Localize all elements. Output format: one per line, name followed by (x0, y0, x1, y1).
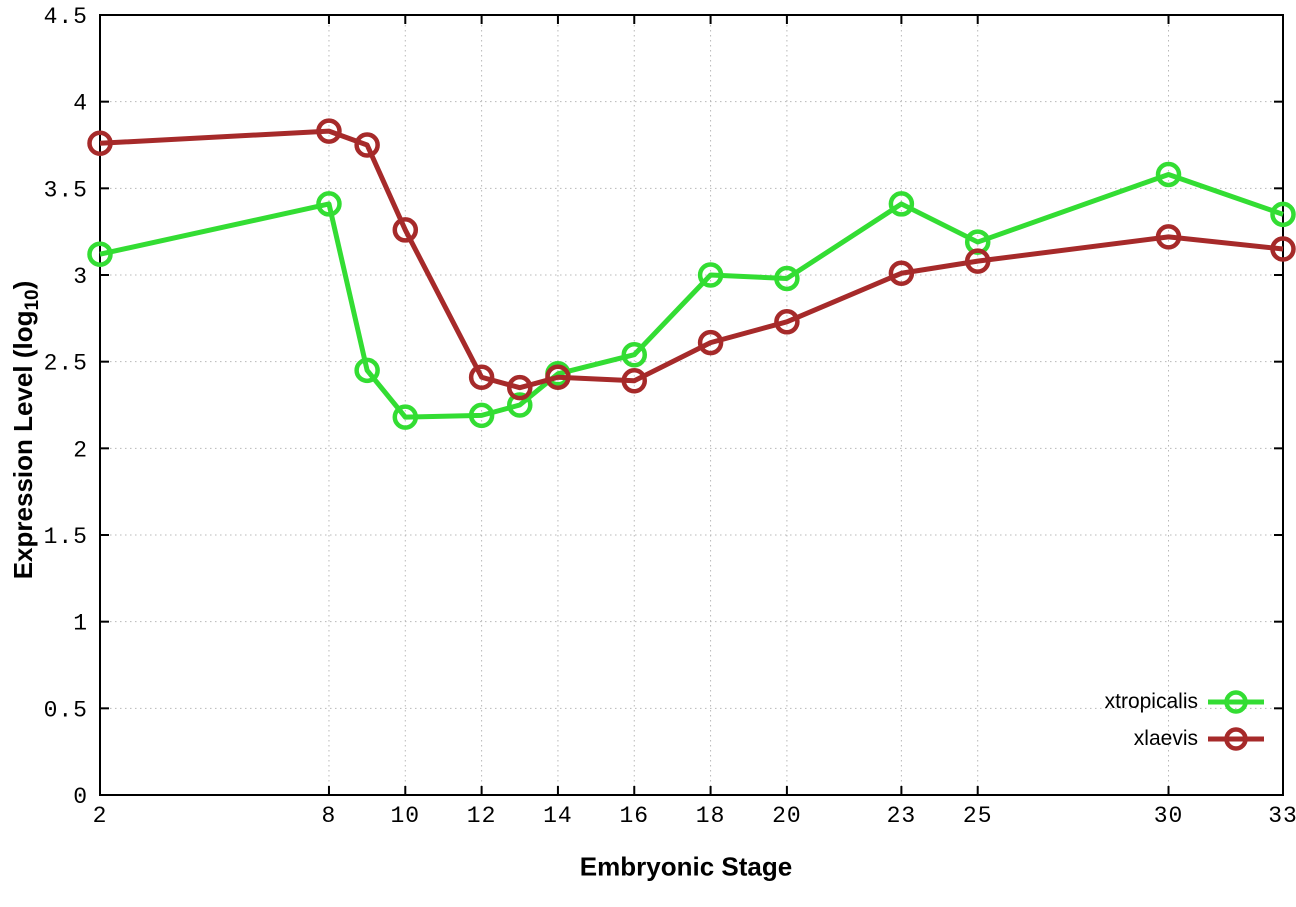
data-point-xtropicalis-9 (354, 357, 380, 384)
legend-label-xlaevis: xlaevis (1133, 727, 1198, 750)
y-tick-label: 2 (73, 437, 88, 463)
x-axis-title: Embryonic Stage (579, 851, 793, 882)
series-points-xtropicalis (87, 161, 1296, 430)
data-point-xlaevis-12 (468, 364, 495, 391)
y-axis-title: Expression Level (log10) (8, 281, 44, 580)
data-point-xlaevis-18 (697, 329, 724, 356)
data-point-xtropicalis-23 (888, 191, 915, 217)
y-tick-label: 3 (73, 264, 88, 290)
legend-marker-xtropicalis (1208, 690, 1264, 714)
legend-entry-xtropicalis: xtropicalis (1105, 689, 1264, 715)
x-tick-label: 2 (93, 803, 108, 829)
series-line-xtropicalis (99, 171, 1284, 420)
data-point-xtropicalis-12 (468, 402, 495, 429)
data-point-xtropicalis-10 (392, 404, 419, 430)
legend: xtropicalis xlaevis (1105, 689, 1264, 752)
y-tick-label: 4 (73, 91, 88, 117)
data-point-xlaevis-25 (964, 248, 991, 274)
data-point-xlaevis-33 (1270, 236, 1296, 262)
x-tick-label: 25 (963, 803, 993, 829)
x-tick-label: 33 (1268, 803, 1296, 829)
y-tick-label: 1.5 (44, 524, 88, 550)
x-tick-label: 20 (772, 803, 802, 829)
data-point-xlaevis-13 (507, 374, 533, 401)
data-point-xlaevis-30 (1155, 224, 1182, 250)
series-points-xlaevis (87, 118, 1296, 401)
legend-marker-xlaevis (1208, 727, 1264, 751)
data-point-xtropicalis-18 (697, 262, 724, 288)
x-tick-label: 10 (390, 803, 420, 829)
data-point-xlaevis-9 (354, 132, 380, 158)
x-tick-label: 23 (887, 803, 917, 829)
data-point-xtropicalis-30 (1155, 161, 1182, 188)
data-point-xlaevis-23 (888, 260, 915, 287)
tick-labels: 2 8 10 12 14 16 18 20 23 25 30 33 0 0.5 1 1.5 2 2.5 3 3.5 4 4… (44, 4, 1296, 829)
data-point-xlaevis-8 (316, 118, 342, 144)
x-tick-label: 18 (696, 803, 726, 829)
data-point-xlaevis-14 (545, 364, 571, 391)
series-line-xlaevis (99, 128, 1284, 391)
legend-sample-circle (1224, 690, 1248, 714)
y-tick-label: 0 (73, 784, 88, 810)
y-tick-label: 3.5 (44, 177, 88, 203)
data-point-xlaevis-20 (774, 309, 800, 335)
data-point-xtropicalis-16 (621, 341, 648, 368)
data-point-xtropicalis-20 (774, 265, 800, 292)
data-point-xtropicalis-13 (507, 392, 533, 418)
x-tick-label: 14 (543, 803, 573, 829)
plot-border (99, 14, 1284, 796)
y-tick-label: 4.5 (44, 4, 88, 30)
data-point-xlaevis-2 (87, 130, 113, 157)
data-point-xtropicalis-33 (1270, 201, 1296, 228)
data-point-xlaevis-10 (392, 217, 419, 243)
y-tick-label: 1 (73, 611, 88, 637)
data-point-xtropicalis-8 (316, 191, 342, 217)
y-tick-label: 2.5 (44, 351, 88, 377)
x-tick-label: 8 (322, 803, 337, 829)
y-axis-title-subscript: 10 (22, 289, 43, 311)
y-tick-label: 0.5 (44, 697, 88, 723)
data-point-xtropicalis-2 (87, 241, 113, 267)
tick-marks (99, 14, 1284, 796)
legend-entry-xlaevis: xlaevis (1134, 726, 1264, 752)
x-tick-label: 12 (467, 803, 497, 829)
y-axis-title-main: Expression Level (log (8, 310, 38, 580)
x-tick-label: 30 (1154, 803, 1184, 829)
x-tick-label: 16 (619, 803, 649, 829)
y-axis-title-close: ) (8, 280, 38, 290)
data-point-xlaevis-16 (621, 367, 648, 394)
grid (100, 15, 1283, 795)
legend-label-xtropicalis: xtropicalis (1104, 690, 1198, 713)
legend-sample-circle (1224, 727, 1248, 751)
